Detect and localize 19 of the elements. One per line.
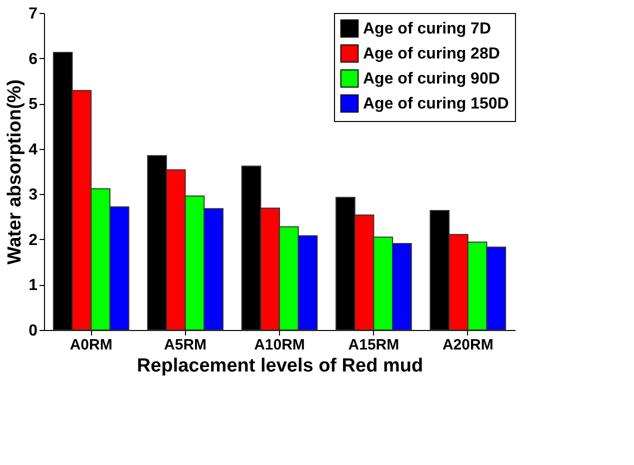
x-tick-label: A5RM [164,336,207,354]
y-tick-label: 0 [28,322,38,340]
x-tick-label: A15RM [348,336,400,354]
y-tick-label: 3 [28,186,38,204]
legend-label: Age of curing 7D [363,20,492,38]
y-tick-label: 2 [28,232,38,249]
x-axis-title: Replacement levels of Red mud [136,356,424,376]
y-tick-label: 7 [28,6,38,22]
x-tick-label: A20RM [442,336,494,354]
y-tick-label: 6 [28,50,38,68]
y-axis-title: Water absorption(%) [4,79,26,265]
y-tick-label: 1 [28,277,38,294]
x-tick-label: A10RM [254,336,305,354]
y-tick-label: 4 [28,141,38,158]
legend-label: Age of curing 150D [363,96,509,112]
legend-label: Age of curing 28D [363,46,500,62]
legend-label: Age of curing 90D [363,70,500,88]
y-tick-label: 5 [28,96,38,114]
x-tick-label: A0RM [70,336,112,354]
